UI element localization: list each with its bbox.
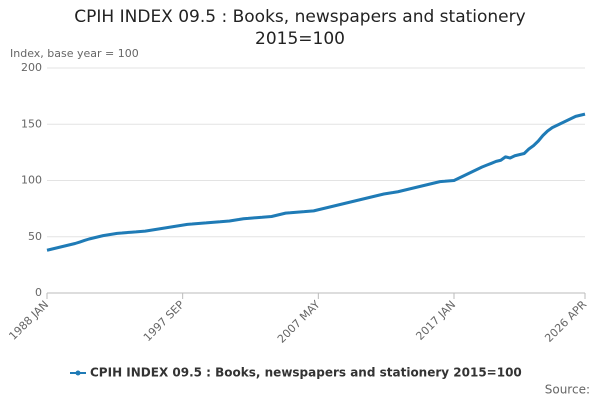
x-tick-label: 1988 JAN [6,298,51,343]
line-series [46,112,586,252]
x-tick-label: 2007 MAY [275,298,323,346]
x-tick-label: 1997 SEP [141,298,187,344]
y-tick-label: 100 [21,174,42,187]
legend-label: CPIH INDEX 09.5 : Books, newspapers and … [90,366,522,380]
y-tick-label: 0 [35,286,42,299]
chart-title: CPIH INDEX 09.5 : Books, newspapers and … [74,7,526,49]
x-tick-label: 2017 JAN [413,298,458,343]
y-tick-label: 200 [21,61,42,74]
y-axis-label: Index, base year = 100 [10,47,139,60]
x-tick-label: 2026 APR [542,298,589,345]
y-tick-label: 50 [28,230,42,243]
legend-marker [75,370,81,376]
source: Source: [545,383,590,397]
y-tick-label: 150 [21,117,42,130]
